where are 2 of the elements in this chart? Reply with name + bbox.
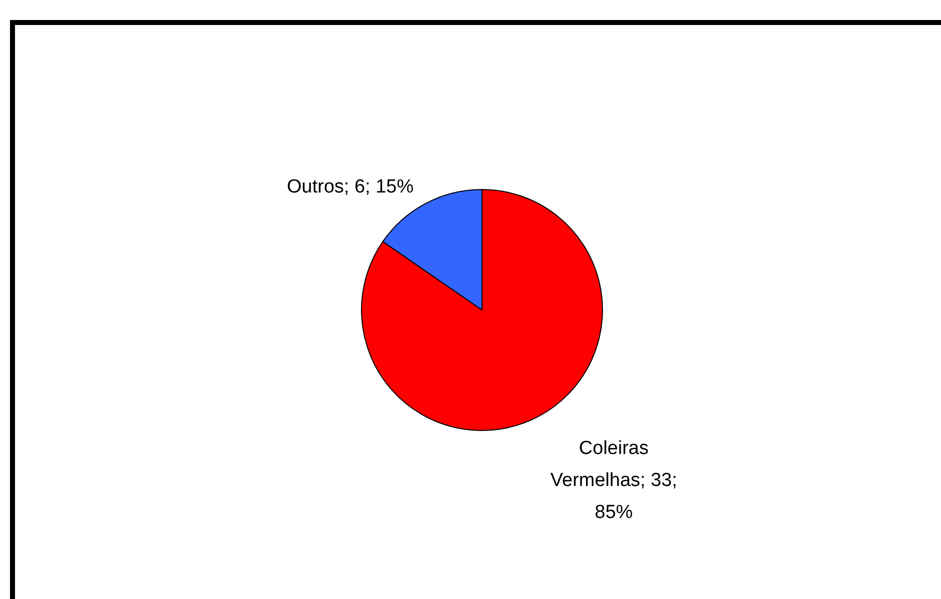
slice-label: Outros; 6; 15% — [286, 176, 414, 198]
slice-label: Coleiras Vermelhas; 33; 85% — [550, 438, 678, 523]
